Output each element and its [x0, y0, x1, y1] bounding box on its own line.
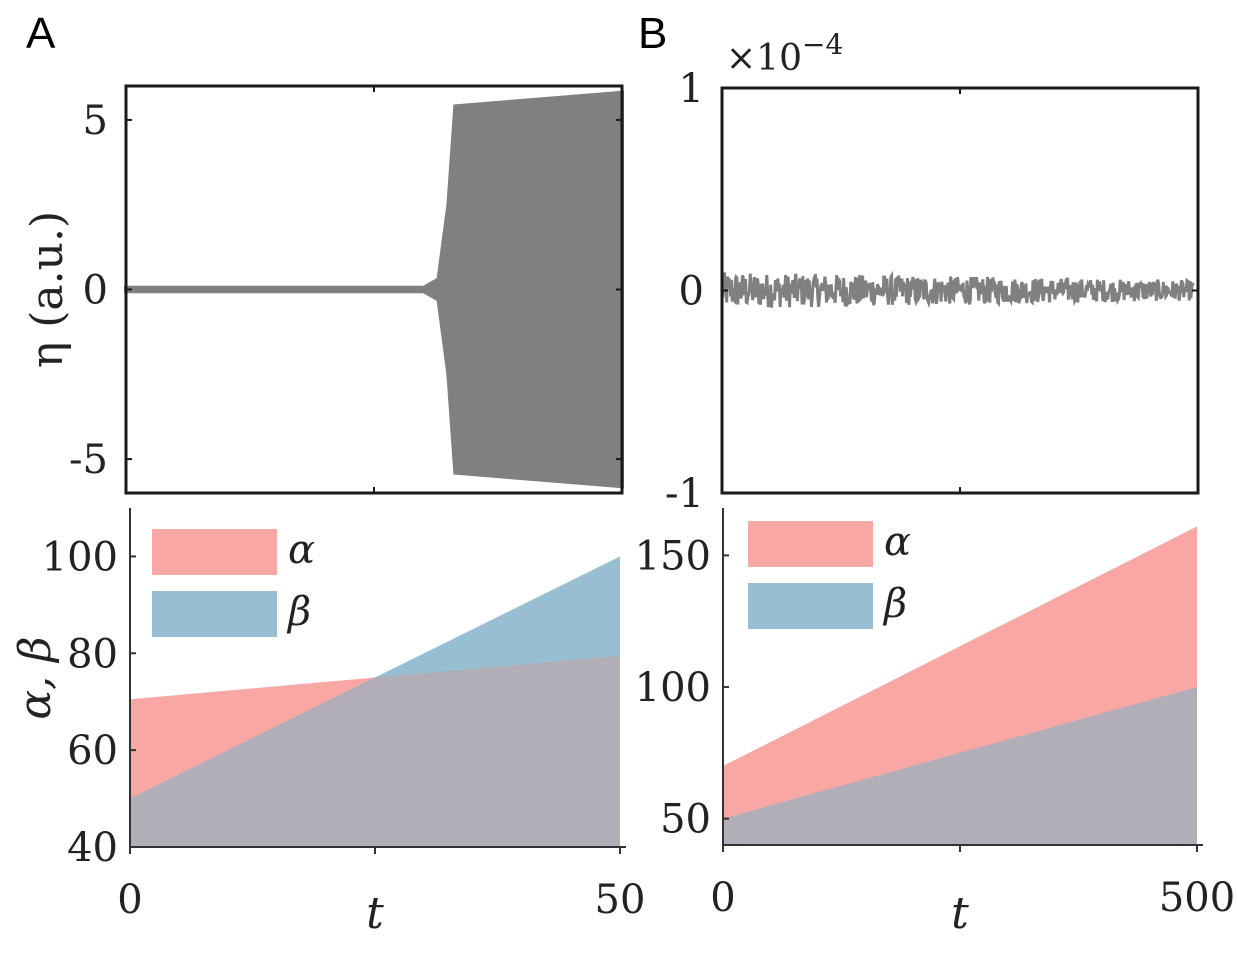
exponent-base: ×10	[726, 38, 802, 79]
eta-noise-series	[720, 270, 1195, 309]
x-tick-label: 500	[1159, 875, 1235, 921]
y-tick-label: 60	[67, 728, 118, 774]
panel-label-a: A	[26, 9, 56, 58]
legend-label: β	[882, 581, 907, 627]
y-axis-label: α, β	[10, 636, 61, 719]
y-tick-label: 0	[679, 269, 704, 315]
x-tick-label: 0	[117, 877, 142, 923]
panel-a-bottom-plot: 100 80 60 40 0 50 t α, β αβ	[10, 508, 645, 939]
panel-label-b: B	[638, 9, 667, 58]
y-tick-label: 1	[679, 66, 704, 112]
y-tick-label: -5	[69, 437, 108, 483]
panel-a-top-plot: 5 0 -5 η (a.u.)	[22, 84, 624, 495]
y-exponent-label: ×10−4	[726, 28, 843, 79]
legend-label: α	[288, 527, 315, 573]
legend-swatch	[748, 583, 873, 629]
alpha-beta-overlap-area	[130, 655, 620, 847]
legend: αβ	[152, 527, 315, 637]
y-tick-label: 5	[83, 98, 108, 144]
y-tick-label: 100	[635, 665, 711, 711]
y-tick-label: -1	[665, 471, 704, 517]
legend-label: β	[286, 589, 311, 635]
y-tick-label: 40	[67, 825, 118, 871]
y-tick-label: 150	[635, 533, 711, 579]
legend-swatch	[152, 529, 277, 575]
legend-swatch	[152, 591, 277, 637]
eta-signal-series	[124, 90, 624, 489]
legend-swatch	[748, 521, 873, 567]
y-tick-label: 50	[660, 797, 711, 843]
panel-b-top-plot: 1 0 -1 ×10−4	[665, 28, 1200, 517]
y-tick-label: 100	[42, 534, 118, 580]
y-tick-label: 80	[67, 631, 118, 677]
x-axis-label: t	[951, 888, 969, 939]
exponent-power: −4	[802, 28, 843, 61]
x-axis-label: t	[366, 888, 384, 939]
alpha-beta-overlap-area	[723, 687, 1197, 845]
x-tick-label: 0	[710, 875, 735, 921]
x-tick-label: 50	[595, 877, 646, 923]
legend: αβ	[748, 519, 911, 629]
y-tick-label: 0	[83, 268, 108, 314]
legend-label: α	[884, 519, 911, 565]
y-axis-label: η (a.u.)	[22, 211, 73, 368]
